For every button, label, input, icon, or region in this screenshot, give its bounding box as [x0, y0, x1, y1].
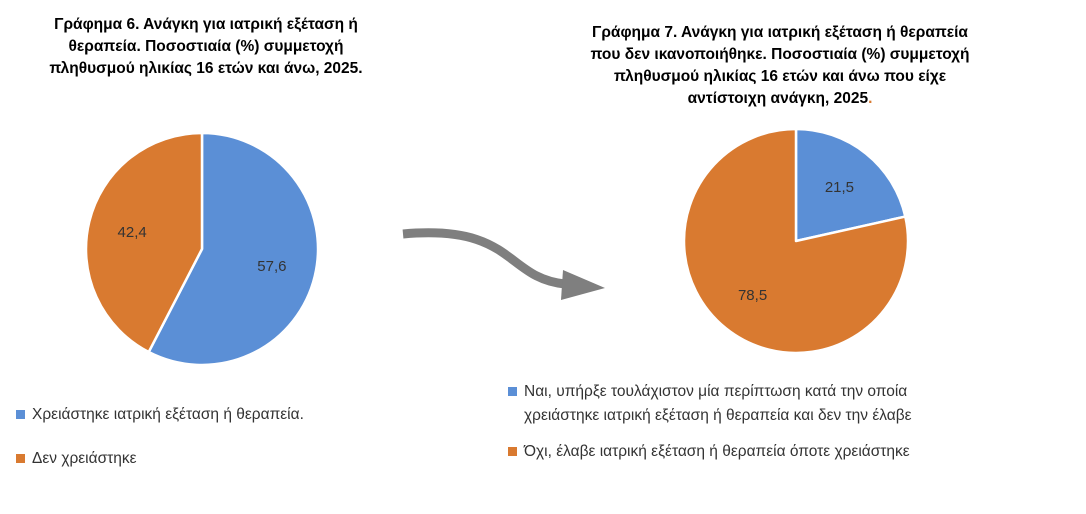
- legend-item: Όχι, έλαβε ιατρική εξέταση ή θεραπεία όπ…: [508, 440, 1068, 464]
- legend-item: Χρειάστηκε ιατρική εξέταση ή θεραπεία.: [16, 403, 416, 427]
- curved-arrow-right-icon: [402, 228, 605, 300]
- pie-2-data-label: 78,5: [738, 287, 767, 304]
- legend-swatch-orange: [16, 454, 25, 463]
- legend-label: Χρειάστηκε ιατρική εξέταση ή θεραπεία.: [32, 406, 304, 423]
- pie-1-data-label: 57,6: [257, 258, 286, 275]
- legend-item: Ναι, υπήρξε τουλάχιστον μία περίπτωση κα…: [508, 380, 1068, 428]
- chart-1-title: Γράφημα 6. Ανάγκη για ιατρική εξέταση ή …: [49, 16, 363, 77]
- pie-1-slice-not-needed: [84, 131, 204, 354]
- pie-1-slice-needed: [147, 131, 320, 367]
- pie-2-data-label: 21,5: [825, 179, 854, 196]
- legend-swatch-blue: [508, 387, 517, 396]
- legend-label: Ναι, υπήρξε τουλάχιστον μία περίπτωση κα…: [524, 383, 912, 424]
- chart-2-title-text: Γράφημα 7. Ανάγκη για ιατρική εξέταση ή …: [590, 24, 970, 107]
- chart-2-title: Γράφημα 7. Ανάγκη για ιατρική εξέταση ή …: [520, 22, 1040, 110]
- legend-label: Δεν χρειάστηκε: [32, 450, 137, 467]
- pie-2-slice-unmet-yes: [794, 127, 907, 243]
- chart-2-legend: Ναι, υπήρξε τουλάχιστον μία περίπτωση κα…: [508, 380, 1068, 476]
- legend-label: Όχι, έλαβε ιατρική εξέταση ή θεραπεία όπ…: [524, 443, 910, 460]
- legend-swatch-blue: [16, 410, 25, 419]
- pie-1-data-label: 42,4: [118, 224, 147, 241]
- legend-swatch-orange: [508, 447, 517, 456]
- chart-1-legend: Χρειάστηκε ιατρική εξέταση ή θεραπεία. Δ…: [16, 403, 416, 491]
- pie-2-slice-unmet-no: [682, 127, 910, 355]
- chart-2-title-period: .: [868, 90, 873, 107]
- legend-item: Δεν χρειάστηκε: [16, 447, 416, 471]
